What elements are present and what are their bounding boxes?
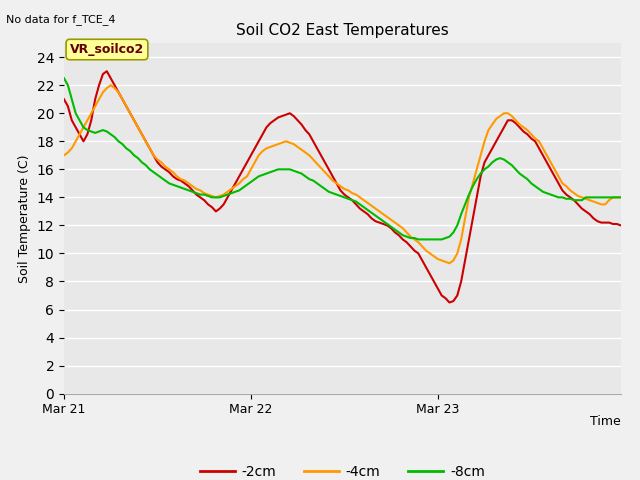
Title: Soil CO2 East Temperatures: Soil CO2 East Temperatures: [236, 23, 449, 38]
Y-axis label: Soil Temperature (C): Soil Temperature (C): [18, 154, 31, 283]
Text: No data for f_TCE_4: No data for f_TCE_4: [6, 14, 116, 25]
Text: Time: Time: [590, 415, 621, 428]
Legend: -2cm, -4cm, -8cm: -2cm, -4cm, -8cm: [195, 460, 490, 480]
Text: VR_soilco2: VR_soilco2: [70, 43, 144, 56]
